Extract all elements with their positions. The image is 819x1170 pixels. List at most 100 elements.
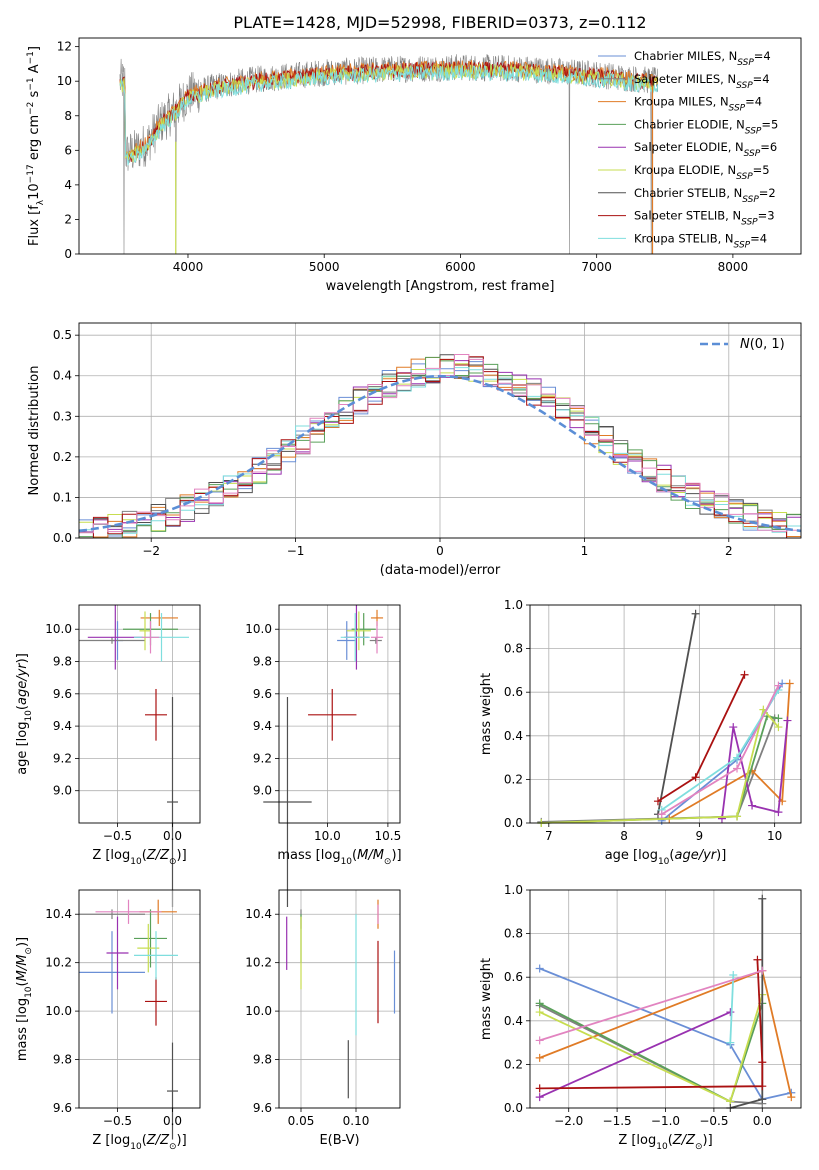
legend-label: Chabrier STELIB, NSSP=2 [634,186,776,205]
axes-age_vs_mass: 10.0 10.5 9.0 9.2 9.4 9.6 9.8 10.0 mass [log10(M… [245,604,402,907]
x-tick-label: 10.5 [375,829,402,843]
axes-frame [78,889,201,1109]
normal-curve [78,374,802,533]
y-tick-label: 9.6 [253,687,272,701]
weight-marker [653,797,662,806]
y-tick-label: 9.2 [53,751,72,765]
weight-line [539,967,792,1101]
axes-frame [278,889,401,1109]
y-tick-label: 10.0 [45,622,72,636]
weight-marker [758,966,767,975]
y-tick-label: 9.6 [53,687,72,701]
x-tick-label: 8 [620,829,628,843]
weight-marker [774,714,783,723]
x-tick-label: 5000 [309,260,340,274]
x-tick-label: 8000 [718,260,749,274]
weight-line [661,683,783,822]
weight-line [657,613,697,815]
weight-marker [733,812,742,821]
y-tick-label: 0.8 [504,642,523,656]
axes-frame [529,604,802,824]
weight-marker [535,1093,544,1102]
legend-label: Kroupa MILES, NSSP=4 [634,95,762,114]
x-tick-label: 0.0 [163,1114,182,1128]
spectrum-model-line [119,60,659,160]
legend-label: Kroupa ELODIE, NSSP=5 [634,163,770,182]
plot-area-mass_vs_Z [79,899,178,1140]
y-tick-label: 9.8 [53,1053,72,1067]
x-tick-label: 10 [767,829,782,843]
weight-line [729,974,735,1043]
y-tick-label: 0.4 [504,729,523,743]
weight-line [730,898,764,1109]
x-tick-label: 0.0 [163,829,182,843]
legend-label: Salpeter STELIB, NSSP=3 [634,209,775,228]
y-tick-label: 9.4 [53,719,72,733]
weight-marker [535,1084,544,1093]
x-tick-label: −1.0 [651,1114,680,1128]
y-tick-label: 9.8 [253,655,272,669]
x-tick-label: 7 [545,829,553,843]
weight-marker [778,679,787,688]
legend-label: Salpeter MILES, NSSP=4 [634,72,770,91]
x-tick-label: −0.5 [699,1114,728,1128]
weight-marker [787,1093,796,1102]
weight-marker [535,1036,544,1045]
y-tick-label: 10 [57,74,72,88]
weight-marker [535,1053,544,1062]
axes-weight_vs_Z: −2.0 −1.5 −1.0 −0.5 0.0 0.0 0.2 0.4 0.6 0.8 1.0 Z [… [479,883,802,1152]
y-tick-label: 0.2 [504,1057,523,1071]
weight-marker [535,964,544,973]
axes-age_vs_Z: −0.5 0.0 9.0 9.2 9.4 9.6 9.8 10.0 Z [log10(Z/Z⊙)… [15,604,201,907]
axes-residuals: −2 −1 0 1 2 0.0 0.1 0.2 0.3 0.4 0.5 N(0, 1) (data-mo… [27,322,802,578]
y-axis-label: mass weight [479,673,494,755]
weight-line [539,1011,731,1098]
x-tick-label: 2 [725,544,733,558]
axes-spectrum: 4000 5000 6000 7000 8000 0 2 4 6 8 10 12 wavelength … [26,37,802,294]
y-tick-label: 0.6 [504,685,523,699]
y-tick-label: 6 [64,143,72,157]
weight-marker [774,681,783,690]
weight-marker [726,1008,735,1017]
x-tick-label: 4000 [173,260,204,274]
weight-marker [691,773,700,782]
y-axis-label: Normed distribution [27,366,42,496]
x-tick-label: 9 [696,829,704,843]
weight-marker [657,810,666,819]
y-tick-label: 1.0 [504,598,523,612]
y-tick-label: 8 [64,109,72,123]
axes-frame [78,37,802,255]
plot-layer: 4000 5000 6000 7000 8000024681012wavelength … [15,37,802,1152]
weight-marker [758,894,767,903]
spectrum-model-line [119,62,659,163]
weight-line [539,969,763,1042]
plot-area-spectrum [119,54,659,254]
y-axis-label: mass weight [479,958,494,1040]
x-tick-label: 0.0 [753,1114,772,1128]
weight-line [539,959,764,1090]
x-tick-label: 7000 [581,260,612,274]
x-tick-label: 6000 [445,260,476,274]
weight-marker [535,999,544,1008]
y-tick-label: 10.0 [45,1004,72,1018]
x-tick-label: −2.0 [554,1114,583,1128]
x-tick-label: −0.5 [103,829,132,843]
weight-marker [758,1095,767,1104]
weight-marker [748,801,757,810]
weight-line [541,707,780,824]
legend-label: N(0, 1) [740,337,785,352]
x-tick-label: −2 [142,544,160,558]
axes-weight_vs_age: 7 8 9 10 0.0 0.2 0.4 0.6 0.8 1.0 age [log10(age/yr… [479,598,802,867]
weight-marker [783,716,792,725]
spectrum-model-line [119,64,659,166]
x-axis-label: mass [log10(M/M⊙)] [277,848,401,867]
y-tick-label: 1.0 [504,883,523,897]
y-tick-label: 10.4 [245,907,272,921]
weight-marker [733,753,742,762]
x-tick-label: 0 [436,544,444,558]
x-tick-label: 0.05 [288,1114,315,1128]
weight-marker [753,955,762,964]
weight-marker [535,1008,544,1017]
legend-label: Kroupa STELIB, NSSP=4 [634,231,767,250]
x-tick-label: −0.5 [103,1114,132,1128]
